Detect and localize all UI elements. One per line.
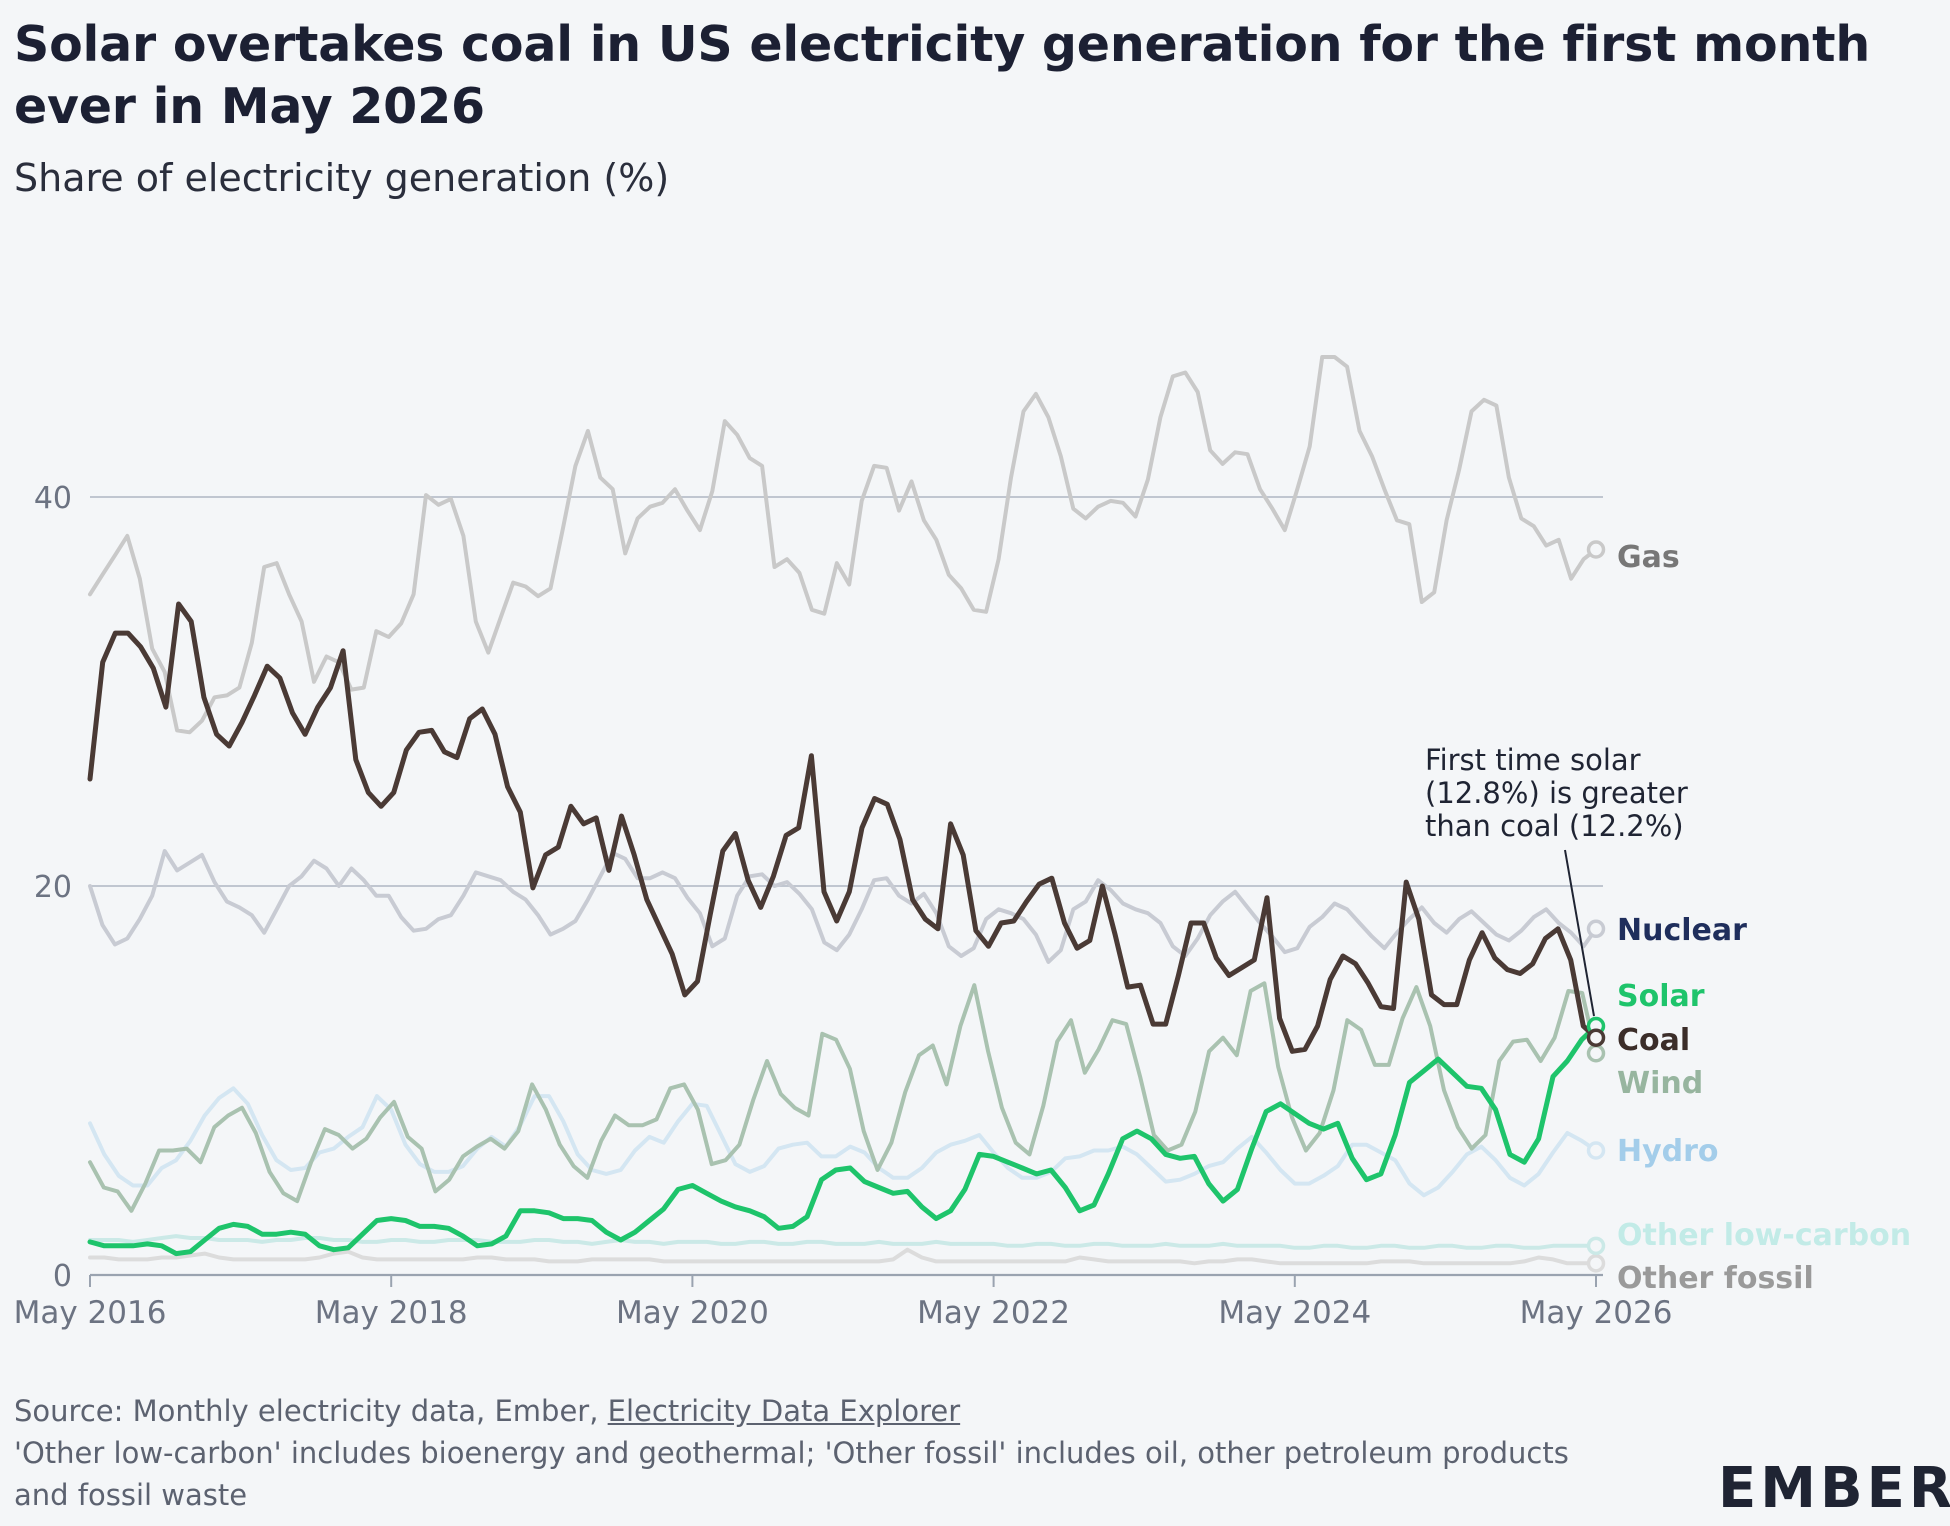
x-tick-label: May 2018 (315, 1295, 468, 1331)
series-label-solar: Solar (1617, 979, 1705, 1014)
x-tick-label: May 2024 (1218, 1295, 1371, 1331)
series-line-other-fossil (88, 1247, 1598, 1266)
y-tick-label: 40 (34, 481, 72, 516)
series-label-nuclear: Nuclear (1617, 913, 1747, 948)
source-line: Source: Monthly electricity data, Ember,… (14, 1390, 1614, 1432)
annotation-text: than coal (12.2%) (1425, 809, 1684, 843)
chart-subtitle: Share of electricity generation (%) (14, 156, 670, 200)
y-tick-label: 20 (34, 870, 72, 905)
footer: Source: Monthly electricity data, Ember,… (14, 1390, 1614, 1516)
end-marker-hydro (1586, 1141, 1606, 1160)
series-label-coal: Coal (1617, 1023, 1690, 1058)
x-tick-label: May 2022 (917, 1295, 1070, 1331)
series-line-coal (87, 601, 1599, 1054)
end-marker-nuclear (1586, 919, 1606, 939)
source-link[interactable]: Electricity Data Explorer (607, 1394, 961, 1428)
x-tick-label: May 2016 (14, 1295, 167, 1331)
chart-title: Solar overtakes coal in US electricity g… (14, 16, 1871, 135)
x-tick-label: May 2026 (1520, 1295, 1673, 1331)
series-line-nuclear (88, 849, 1598, 964)
series-line-hydro (88, 1086, 1598, 1198)
series-label-other-fossil: Other fossil (1617, 1261, 1814, 1296)
series-label-other-low-carbon: Other low-carbon (1617, 1218, 1911, 1253)
series-label-wind: Wind (1617, 1066, 1703, 1101)
footnote: 'Other low-carbon' includes bioenergy an… (14, 1436, 1569, 1512)
x-tick-label: May 2020 (616, 1295, 769, 1331)
series-line-wind (88, 981, 1598, 1213)
end-marker-wind (1586, 1044, 1606, 1063)
end-marker-coal (1586, 1028, 1606, 1047)
annotation-text: (12.8%) is greater (1425, 776, 1688, 810)
source-text: Source: Monthly electricity data, Ember, (14, 1394, 608, 1428)
series-line-solar (87, 1023, 1599, 1257)
annotation-leader-line (1564, 849, 1595, 1017)
end-marker-other-fossil (1586, 1254, 1606, 1273)
series-label-gas: Gas (1617, 540, 1680, 575)
series-line-other-low-carbon (88, 1234, 1598, 1250)
annotation-text: First time solar (1425, 743, 1641, 777)
ember-logo: EMBER (1718, 1456, 1950, 1521)
end-marker-gas (1586, 540, 1606, 559)
series-label-hydro: Hydro (1617, 1134, 1719, 1169)
series-line-gas (88, 355, 1598, 735)
y-tick-label: 0 (53, 1259, 72, 1294)
end-marker-other-low-carbon (1586, 1236, 1606, 1256)
